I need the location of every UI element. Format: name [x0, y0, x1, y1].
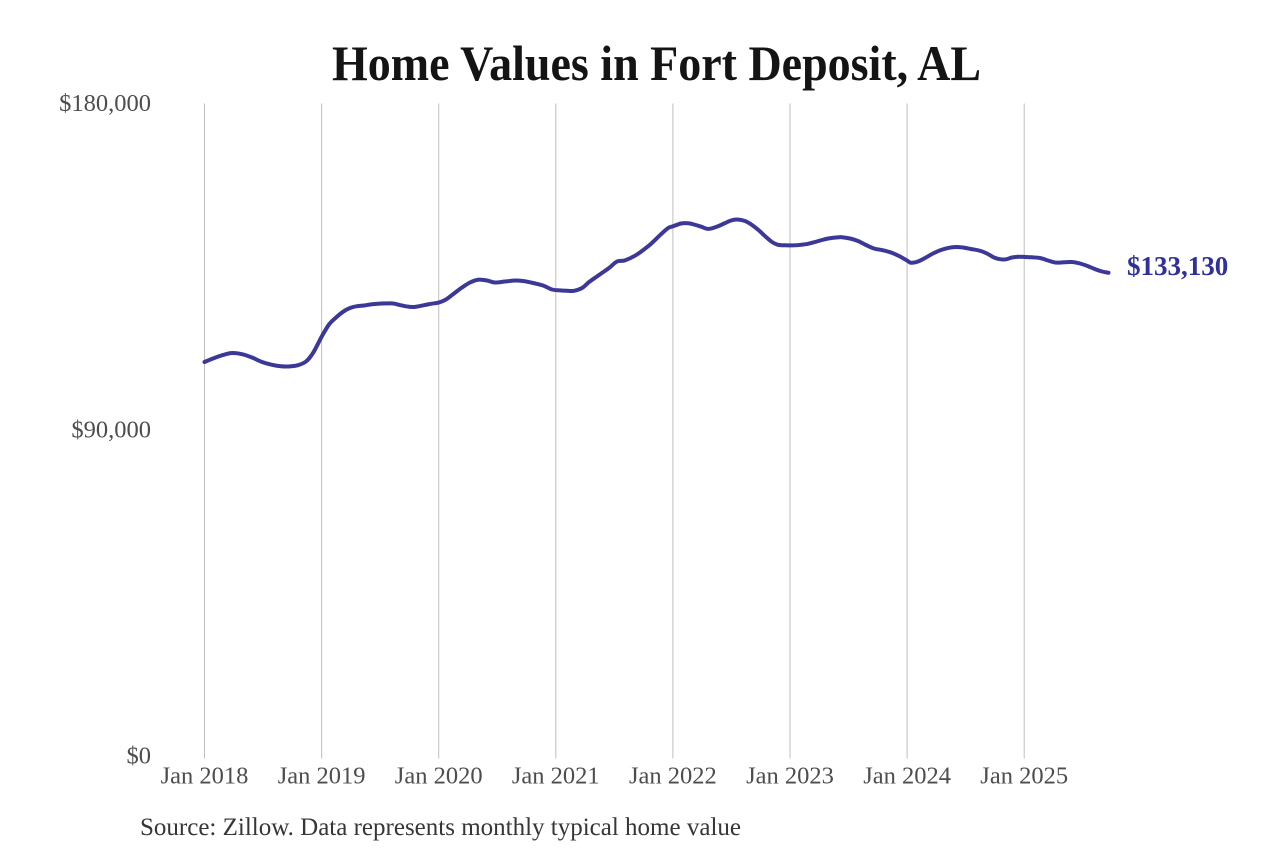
- svg-text:$180,000: $180,000: [59, 90, 151, 117]
- svg-text:Jan 2018: Jan 2018: [161, 763, 249, 790]
- svg-text:Jan 2021: Jan 2021: [512, 763, 600, 790]
- svg-text:Jan 2023: Jan 2023: [746, 763, 834, 790]
- svg-text:Jan 2024: Jan 2024: [863, 763, 951, 790]
- svg-text:$133,130: $133,130: [1127, 251, 1228, 281]
- svg-text:Source: Zillow. Data represent: Source: Zillow. Data represents monthly …: [140, 814, 741, 841]
- svg-text:Jan 2025: Jan 2025: [980, 763, 1068, 790]
- svg-text:$0: $0: [127, 743, 152, 770]
- svg-text:Jan 2020: Jan 2020: [395, 763, 483, 790]
- svg-text:Jan 2022: Jan 2022: [629, 763, 717, 790]
- svg-text:Jan 2019: Jan 2019: [278, 763, 366, 790]
- svg-text:Home Values in Fort Deposit, A: Home Values in Fort Deposit, AL: [332, 36, 981, 91]
- svg-text:$90,000: $90,000: [71, 416, 151, 443]
